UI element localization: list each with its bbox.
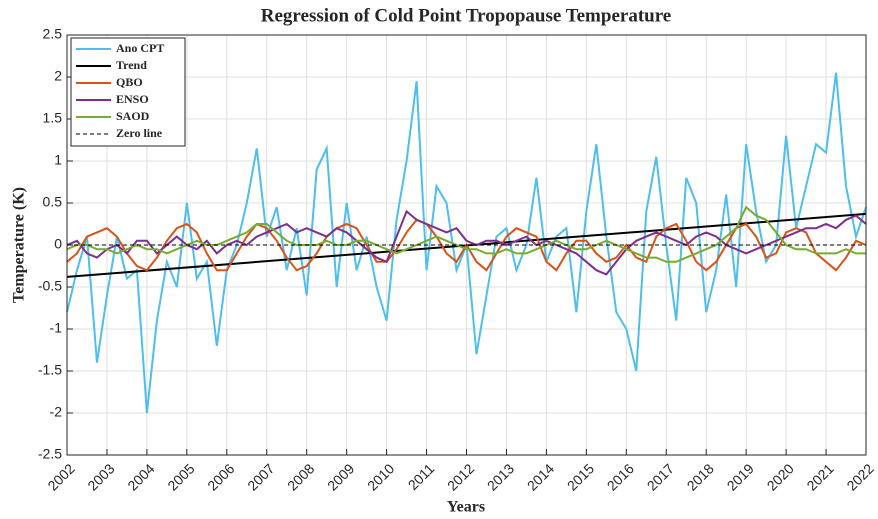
x-tick-label: 2008: [284, 460, 317, 493]
plot-lines: [66, 72, 867, 414]
legend-label: Ano CPT: [116, 41, 164, 55]
y-tick-label: 0.5: [43, 194, 63, 210]
legend-label: ENSO: [116, 92, 149, 106]
y-tick-label: -2: [50, 404, 63, 420]
legend-label: Zero line: [116, 126, 163, 140]
x-tick-label: 2018: [684, 460, 717, 493]
x-tick-label: 2016: [604, 460, 637, 493]
x-tick-label: 2013: [484, 460, 517, 493]
legend: Ano CPT Trend QBO ENSO SAOD Zero line: [70, 37, 186, 147]
y-tick-label: 2.5: [43, 26, 63, 42]
plot-frame: [66, 34, 867, 456]
legend-box: [70, 37, 186, 147]
x-tick-label: 2007: [244, 460, 277, 493]
y-tick-label: -1.5: [38, 362, 62, 378]
x-tick-label: 2022: [843, 460, 876, 493]
y-tick-label: 1: [54, 152, 62, 168]
legend-label: QBO: [116, 75, 143, 89]
x-tick-label: 2020: [763, 460, 796, 493]
x-tick-label: 2014: [524, 460, 557, 493]
x-tick-label: 2019: [724, 460, 757, 493]
y-tick-label: -1: [50, 320, 63, 336]
x-tick-label: 2010: [364, 460, 397, 493]
x-tick-label: 2003: [84, 460, 117, 493]
series-line: [66, 205, 866, 263]
x-tick-label: 2012: [444, 460, 477, 493]
x-tick-label: 2005: [164, 460, 197, 493]
x-tick-label: 2015: [564, 460, 597, 493]
y-tick-label: -2.5: [38, 446, 62, 462]
y-tick-label: -0.5: [38, 278, 62, 294]
y-tick-label: 1.5: [43, 110, 63, 126]
chart-title: Regression of Cold Point Tropopause Temp…: [261, 5, 671, 26]
series-line: [66, 209, 867, 276]
x-tick-label: 2017: [644, 460, 677, 493]
x-axis-label: Years: [447, 499, 485, 516]
legend-label: SAOD: [116, 109, 150, 123]
x-tick-label: 2006: [204, 460, 237, 493]
x-tick-label: 2004: [124, 460, 157, 493]
x-tick-label: 2021: [803, 460, 836, 493]
x-tick-label: 2011: [405, 460, 438, 493]
x-tick-label: 2009: [324, 460, 357, 493]
y-tick-label: 2: [54, 68, 62, 84]
y-axis-label: Temperature (K): [11, 187, 28, 303]
legend-label: Trend: [116, 58, 147, 72]
y-tick-label: 0: [54, 236, 62, 252]
x-tick-label: 2002: [44, 460, 77, 493]
